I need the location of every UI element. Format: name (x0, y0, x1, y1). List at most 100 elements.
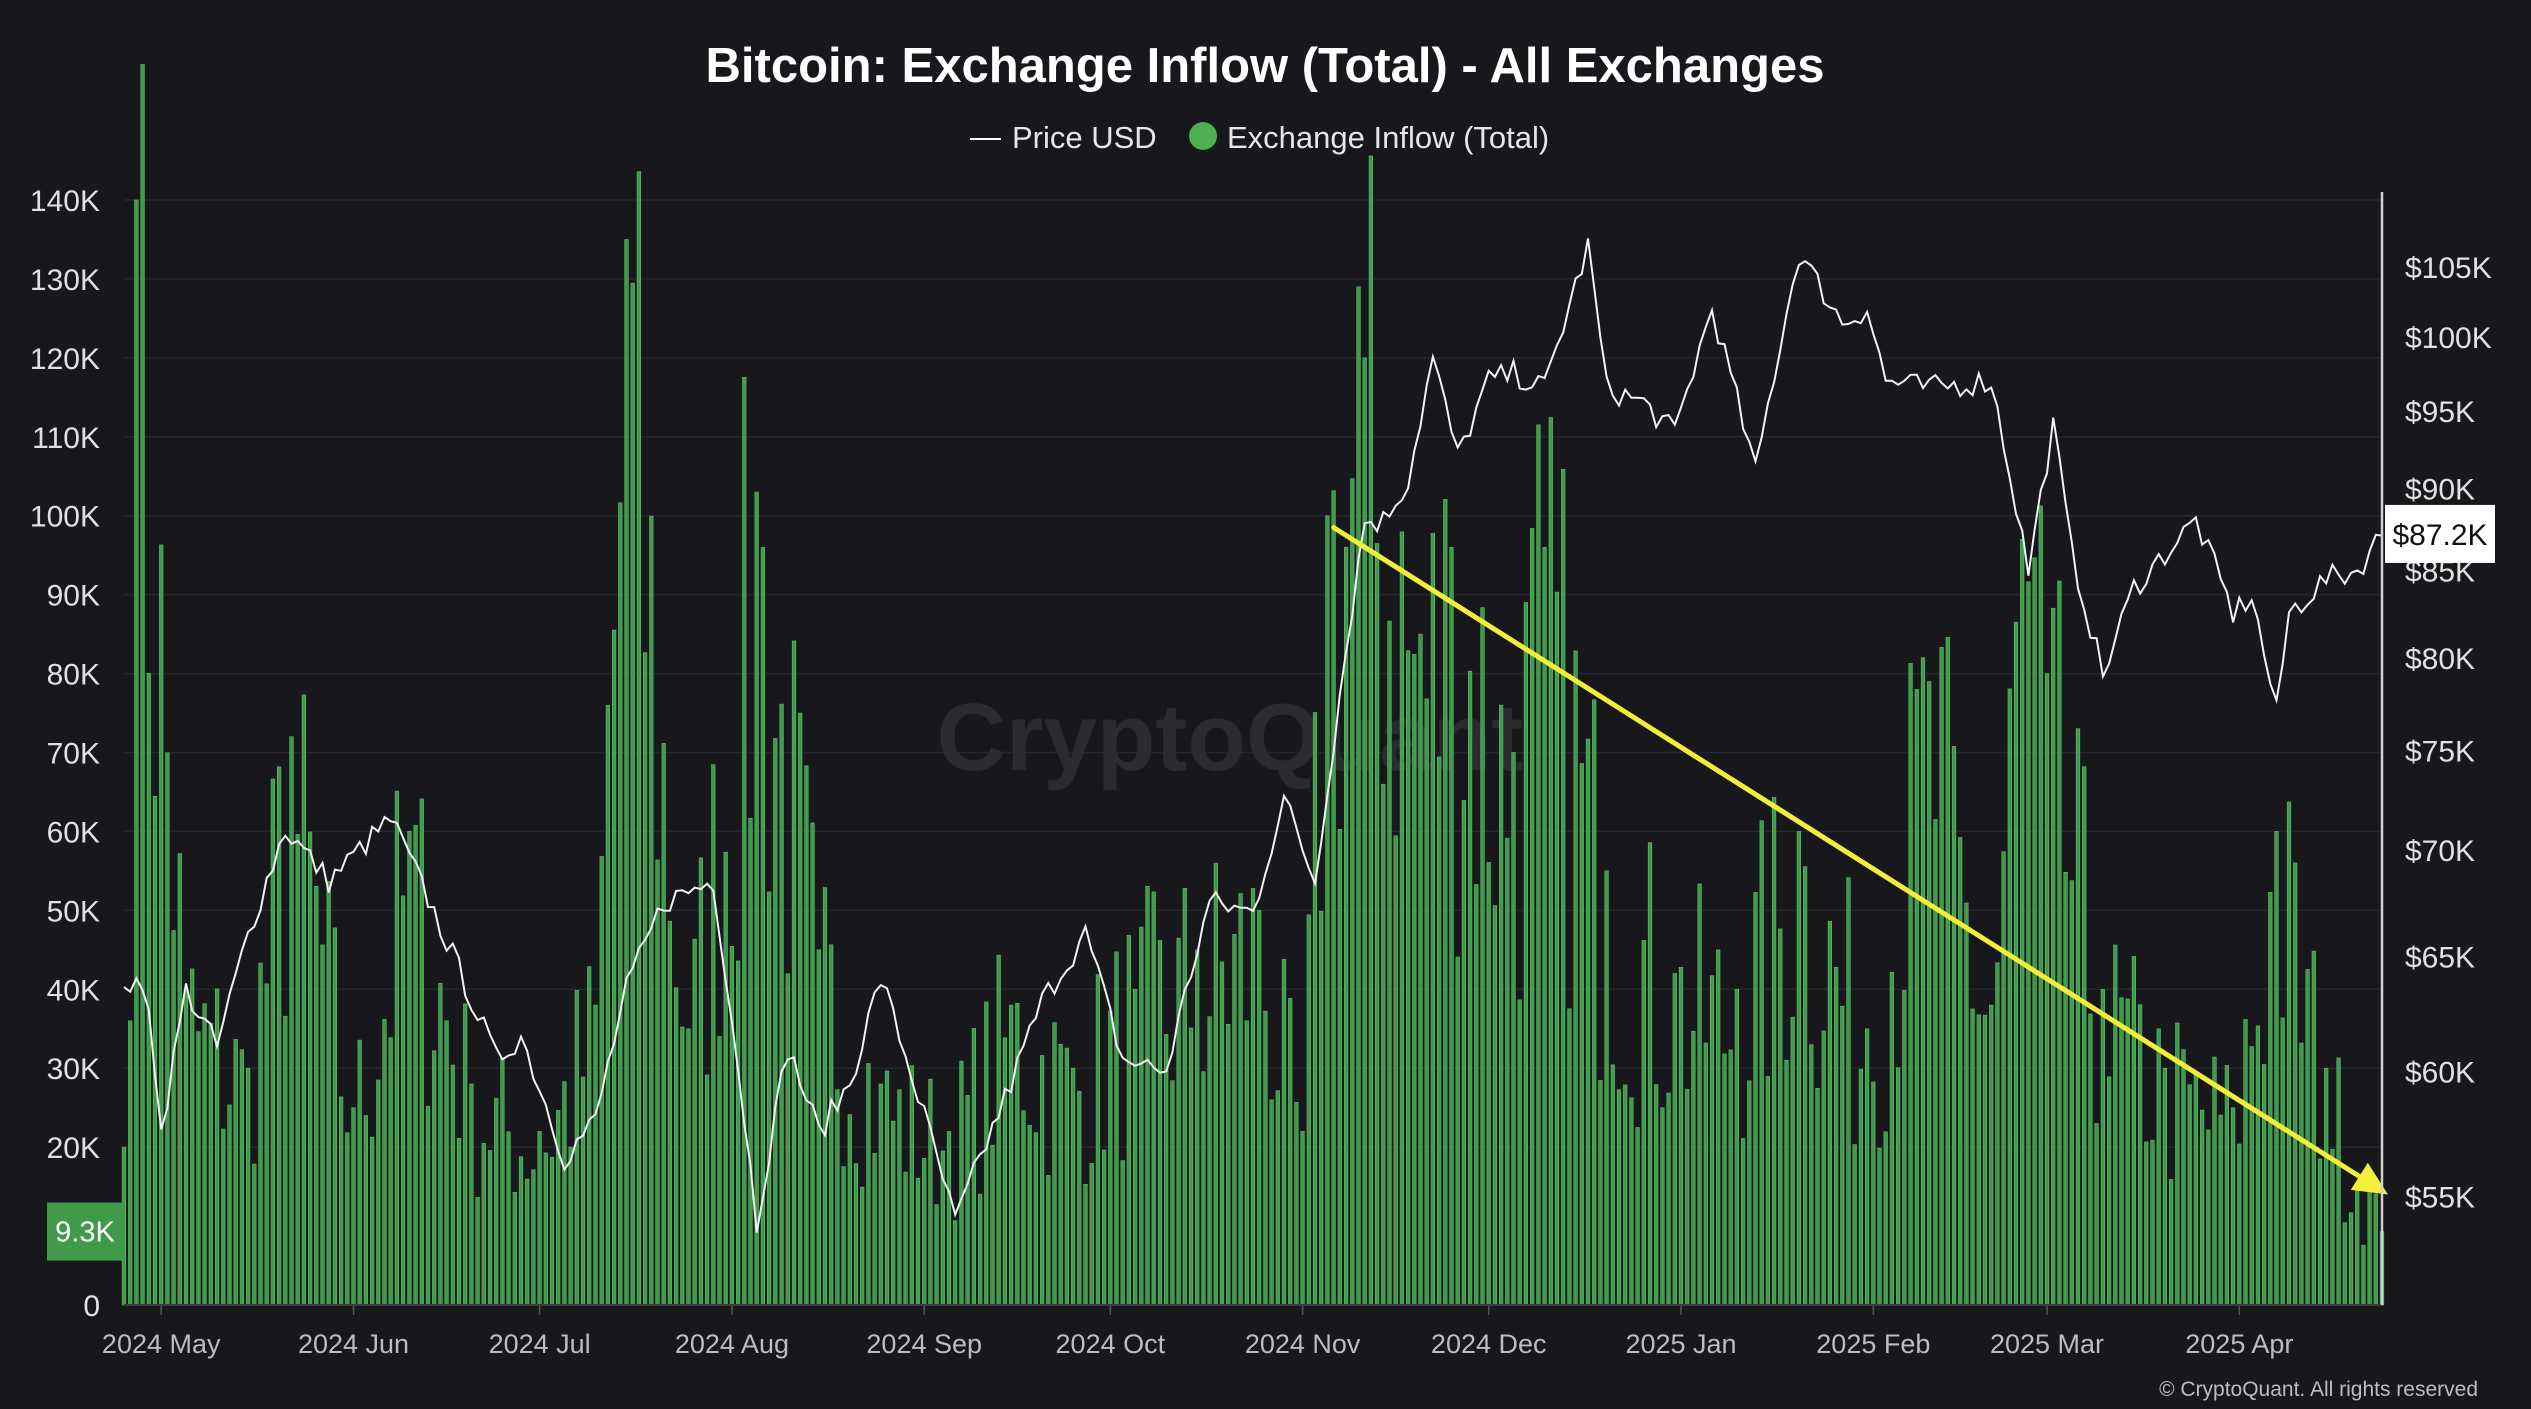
trend-arrow-line (1331, 525, 2362, 1179)
inflow-bar (1257, 910, 1262, 1306)
inflow-bar (1989, 1004, 1994, 1306)
inflow-bar (2057, 580, 2062, 1306)
right-tick-label: $75K (2405, 736, 2475, 769)
inflow-bar (2249, 1046, 2254, 1306)
inflow-bar (1331, 490, 1336, 1306)
inflow-bar (2206, 1129, 2211, 1306)
inflow-bar (438, 982, 443, 1306)
inflow-bar (959, 1060, 964, 1306)
inflow-bar (1815, 1088, 1820, 1306)
inflow-bar (1920, 657, 1926, 1306)
inflow-bar (1908, 663, 1913, 1306)
x-tick-label: 2024 May (102, 1329, 221, 1359)
left-current-value: 9.3K (55, 1217, 115, 1249)
right-tick-label: $80K (2405, 643, 2475, 676)
inflow-bar (252, 1163, 257, 1306)
legend-price-label[interactable]: Price USD (1012, 120, 1157, 155)
inflow-bar (2212, 1056, 2217, 1306)
inflow-bar (1219, 961, 1225, 1306)
inflow-bar (1312, 712, 1318, 1306)
inflow-bar (1759, 820, 1764, 1306)
inflow-bar (605, 705, 610, 1306)
inflow-bar (2013, 621, 2019, 1306)
inflow-bar (475, 1197, 480, 1306)
inflow-bar (798, 712, 803, 1306)
inflow-bar (680, 1026, 685, 1306)
inflow-bar (1772, 797, 1777, 1306)
inflow-bar (177, 853, 182, 1306)
inflow-bar (1368, 155, 1373, 1306)
inflow-bar (2268, 891, 2273, 1306)
inflow-bar (1530, 528, 1535, 1306)
right-tick-label: $55K (2405, 1181, 2475, 1214)
inflow-bar (394, 790, 400, 1306)
inflow-bar (1871, 1081, 1876, 1306)
inflow-bar (314, 885, 319, 1306)
inflow-bar (1275, 1090, 1280, 1306)
inflow-bar (891, 1120, 896, 1306)
inflow-bar (1263, 1010, 1268, 1306)
inflow-bar (773, 738, 778, 1306)
inflow-bar (1238, 893, 1243, 1306)
inflow-bar (2187, 1084, 2192, 1306)
inflow-bar (766, 891, 772, 1306)
inflow-bar (1902, 990, 1907, 1306)
inflow-bar (1021, 1110, 1026, 1306)
inflow-bar (307, 831, 313, 1306)
inflow-bar (1182, 887, 1187, 1306)
inflow-bar (537, 1131, 542, 1306)
inflow-bar (2274, 831, 2279, 1306)
inflow-bar (2324, 1067, 2329, 1306)
inflow-bar (444, 1020, 449, 1306)
inflow-bar (829, 944, 834, 1306)
inflow-bar (2367, 1190, 2372, 1306)
inflow-bar (1970, 1008, 1975, 1306)
inflow-bar (351, 1107, 356, 1306)
inflow-bar (2144, 1141, 2149, 1306)
inflow-bar (202, 1003, 207, 1306)
inflow-bar (1170, 1080, 1175, 1306)
inflow-bar (673, 987, 679, 1306)
inflow-bar (2113, 944, 2118, 1306)
inflow-bar (363, 1115, 369, 1306)
inflow-bar (1474, 884, 1479, 1306)
inflow-bar (2020, 539, 2025, 1306)
inflow-bar (704, 1074, 710, 1306)
inflow-bar (270, 778, 276, 1306)
inflow-bar (1554, 591, 1560, 1306)
inflow-bar (1951, 745, 1957, 1306)
x-tick-label: 2024 Oct (1056, 1329, 1166, 1359)
inflow-bar (1616, 1089, 1622, 1306)
right-tick-label: $65K (2405, 941, 2475, 974)
legend-inflow-label[interactable]: Exchange Inflow (Total) (1227, 120, 1549, 155)
inflow-bar (630, 282, 635, 1306)
left-tick-label: 120K (30, 343, 100, 376)
left-tick-label: 90K (47, 580, 100, 613)
inflow-bar (1356, 286, 1361, 1306)
inflow-bar (1672, 973, 1677, 1306)
inflow-bar (456, 1138, 462, 1306)
inflow-bar (2311, 950, 2316, 1306)
inflow-bar (934, 1204, 939, 1306)
inflow-bar (400, 895, 406, 1306)
inflow-bar (1778, 928, 1783, 1306)
inflow-bar (822, 887, 828, 1306)
inflow-bar (1461, 800, 1466, 1306)
inflow-bar (1008, 1004, 1014, 1306)
inflow-bar (915, 1177, 921, 1306)
inflow-bar (357, 1039, 362, 1306)
inflow-bar (1753, 892, 1758, 1306)
legend: Price USD Exchange Inflow (Total) (970, 120, 1549, 155)
right-current-badge (2385, 504, 2495, 563)
inflow-bar (1579, 763, 1584, 1306)
left-tick-label: 30K (47, 1053, 100, 1086)
inflow-bar (1089, 1163, 1094, 1306)
inflow-bar (512, 1192, 517, 1306)
inflow-bar (481, 1143, 486, 1306)
inflow-bar (2181, 1049, 2186, 1306)
right-tick-label: $95K (2405, 396, 2475, 429)
x-tick-label: 2024 Aug (675, 1329, 789, 1359)
left-tick-label: 50K (47, 895, 100, 928)
inflow-bar (1288, 998, 1293, 1306)
inflow-bar (1660, 1107, 1665, 1306)
